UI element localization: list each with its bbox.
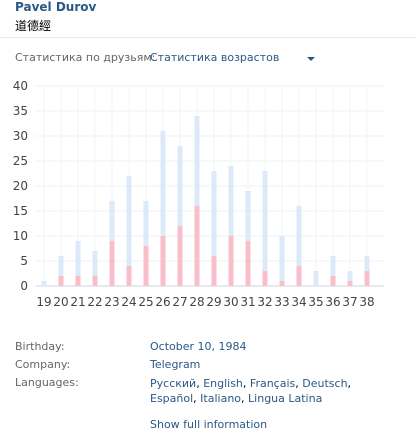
languages-label: Languages: <box>15 376 79 389</box>
y-tick-label: 15 <box>13 204 28 218</box>
x-tick-label: 29 <box>206 295 221 309</box>
languages-list: Русский, English, Français, Deutsch, Esp… <box>150 376 390 406</box>
x-tick-label: 20 <box>53 295 68 309</box>
y-tick-label: 30 <box>13 129 28 143</box>
bar-highlight[interactable] <box>245 241 251 286</box>
language-separator: , <box>347 377 352 390</box>
chevron-down-icon[interactable] <box>307 57 315 61</box>
x-tick-label: 36 <box>325 295 340 309</box>
show-full-info-link[interactable]: Show full information <box>150 418 268 431</box>
bar-highlight[interactable] <box>75 276 81 286</box>
language-separator: , <box>241 392 249 405</box>
profile-status: 道德經 <box>15 19 52 33</box>
x-tick-label: 27 <box>172 295 187 309</box>
x-tick-label: 19 <box>36 295 51 309</box>
bar-highlight[interactable] <box>330 276 336 286</box>
bar-total[interactable] <box>296 206 302 286</box>
bar-total[interactable] <box>347 271 353 286</box>
x-tick-label: 31 <box>240 295 255 309</box>
bar-highlight[interactable] <box>143 246 149 286</box>
y-tick-label: 35 <box>13 104 28 118</box>
y-tick-label: 40 <box>13 79 28 93</box>
language-link[interactable]: Русский <box>150 377 197 390</box>
bar-total[interactable] <box>75 241 81 286</box>
y-tick-label: 5 <box>20 254 28 268</box>
company-label: Company: <box>15 358 71 371</box>
bar-total[interactable] <box>143 201 149 286</box>
x-tick-label: 32 <box>257 295 272 309</box>
x-tick-label: 25 <box>138 295 153 309</box>
bar-highlight[interactable] <box>194 206 200 286</box>
bar-highlight[interactable] <box>109 241 115 286</box>
bar-total[interactable] <box>245 191 251 286</box>
bar-highlight[interactable] <box>160 236 166 286</box>
bar-total[interactable] <box>279 236 285 286</box>
x-tick-label: 24 <box>121 295 136 309</box>
x-tick-label: 26 <box>155 295 170 309</box>
bar-highlight[interactable] <box>177 226 183 286</box>
language-separator: , <box>242 377 250 390</box>
x-tick-label: 21 <box>70 295 85 309</box>
bar-highlight[interactable] <box>211 256 217 286</box>
x-tick-label: 28 <box>189 295 204 309</box>
birthday-value[interactable]: October 10, 1984 <box>150 340 247 353</box>
birthday-label: Birthday: <box>15 340 65 353</box>
y-tick-label: 25 <box>13 154 28 168</box>
language-separator: , <box>193 392 201 405</box>
x-tick-label: 30 <box>223 295 238 309</box>
bar-total[interactable] <box>92 251 98 286</box>
language-link[interactable]: Español <box>150 392 194 405</box>
bar-total[interactable] <box>160 131 166 286</box>
bar-total[interactable] <box>126 176 132 286</box>
language-link[interactable]: Deutsch <box>302 377 348 390</box>
bar-total[interactable] <box>41 281 47 286</box>
language-separator: , <box>196 377 204 390</box>
x-tick-label: 33 <box>274 295 289 309</box>
bar-highlight[interactable] <box>126 266 132 286</box>
bar-highlight[interactable] <box>364 271 370 286</box>
language-link[interactable]: Français <box>249 377 296 390</box>
bar-highlight[interactable] <box>58 276 64 286</box>
bar-total[interactable] <box>177 146 183 286</box>
profile-name[interactable]: Pavel Durov <box>15 0 97 14</box>
bar-highlight[interactable] <box>92 276 98 286</box>
language-link[interactable]: Lingua Latina <box>248 392 323 405</box>
bar-total[interactable] <box>228 166 234 286</box>
bar-highlight[interactable] <box>296 266 302 286</box>
company-value[interactable]: Telegram <box>150 358 201 371</box>
language-separator: , <box>295 377 303 390</box>
divider <box>0 37 416 38</box>
bar-highlight[interactable] <box>262 271 268 286</box>
language-link[interactable]: Italiano <box>200 392 242 405</box>
x-tick-label: 38 <box>359 295 374 309</box>
stats-select[interactable]: Статистика возрастов <box>150 51 280 64</box>
stats-label: Статистика по друзьям: <box>15 51 156 64</box>
bar-total[interactable] <box>313 271 319 286</box>
bar-total[interactable] <box>58 256 64 286</box>
x-tick-label: 23 <box>104 295 119 309</box>
bar-highlight[interactable] <box>279 281 285 286</box>
language-link[interactable]: English <box>203 377 243 390</box>
bar-total[interactable] <box>211 171 217 286</box>
x-tick-label: 22 <box>87 295 102 309</box>
y-tick-label: 20 <box>13 179 28 193</box>
x-tick-label: 37 <box>342 295 357 309</box>
y-tick-label: 10 <box>13 229 28 243</box>
x-tick-label: 34 <box>291 295 306 309</box>
bar-highlight[interactable] <box>228 236 234 286</box>
bar-total[interactable] <box>330 256 336 286</box>
bar-total[interactable] <box>262 171 268 286</box>
y-tick-label: 0 <box>20 279 28 293</box>
bar-total[interactable] <box>194 116 200 286</box>
x-tick-label: 35 <box>308 295 323 309</box>
bar-highlight[interactable] <box>347 281 353 286</box>
